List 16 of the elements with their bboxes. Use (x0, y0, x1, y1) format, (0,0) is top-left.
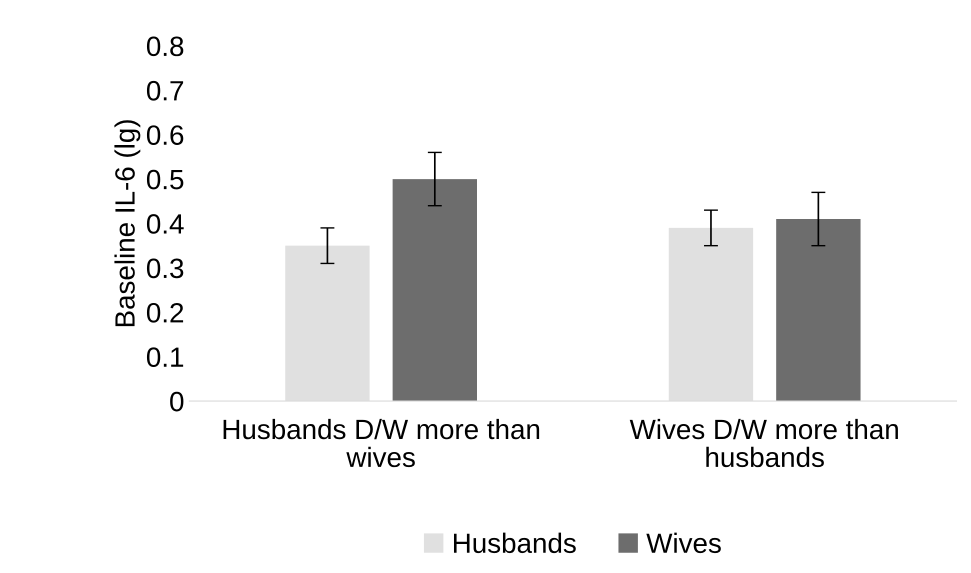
x-tick-label: Husbands D/W more than wives (224, 418, 540, 468)
bar (776, 219, 861, 402)
y-tick-label: 0.6 (146, 125, 184, 145)
legend-label: Wives (646, 532, 721, 554)
y-axis-title: Baseline IL-6 (lg) (114, 120, 140, 326)
y-tick-label: 0.8 (146, 36, 184, 56)
y-tick-label: 0.5 (146, 170, 184, 190)
y-tick-label: 0.3 (146, 258, 184, 278)
y-tick-label: 0.1 (146, 347, 184, 368)
y-tick-label: 0.4 (146, 214, 184, 234)
x-tick-label: Wives D/W more than husbands (630, 418, 898, 468)
y-tick-label: 0 (170, 392, 184, 412)
y-tick-label: 0.2 (146, 302, 184, 323)
bar (392, 179, 478, 402)
legend-label: Husbands (454, 532, 576, 554)
y-tick-label: 0.7 (146, 80, 184, 101)
